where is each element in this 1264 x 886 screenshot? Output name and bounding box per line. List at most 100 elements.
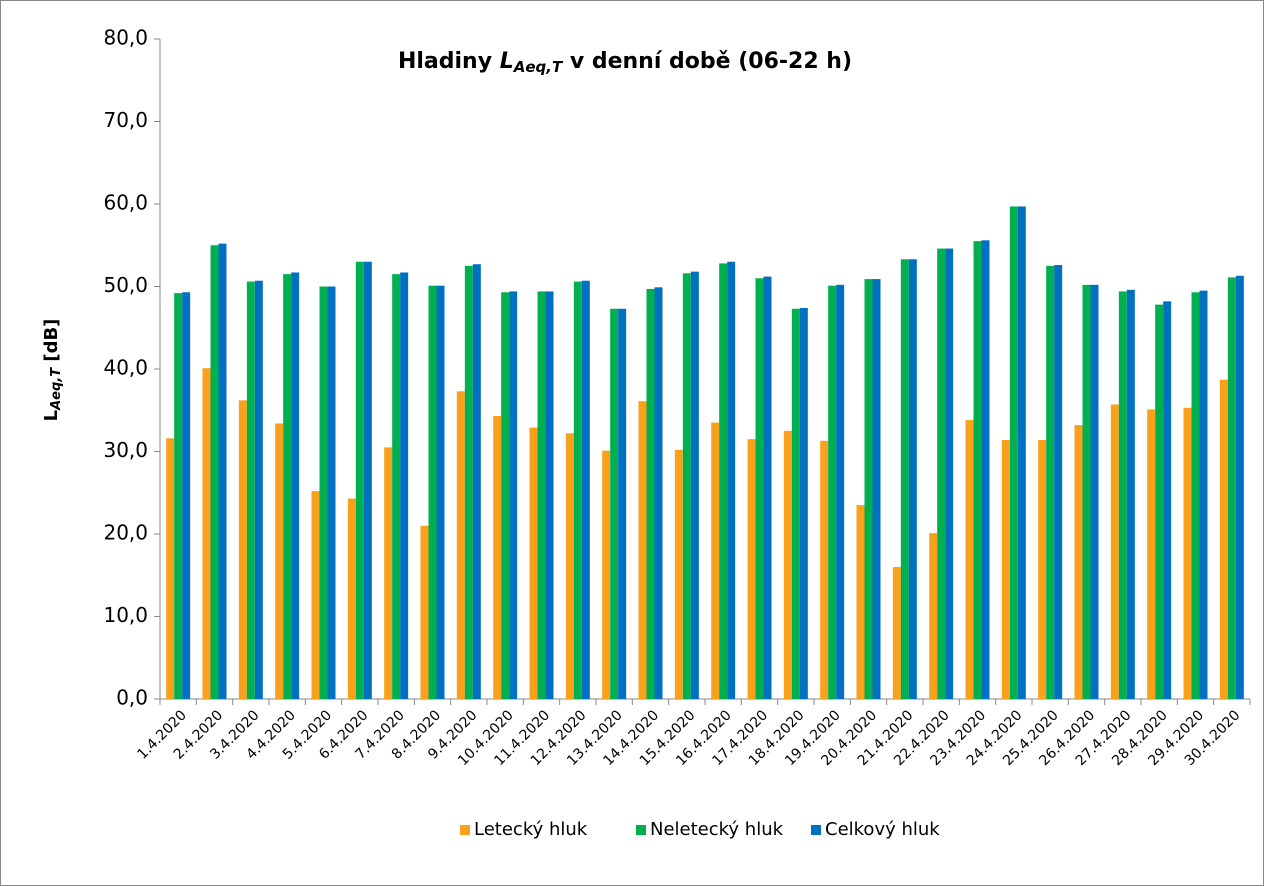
bar — [820, 440, 829, 699]
bar — [1090, 284, 1099, 699]
bar — [1110, 404, 1119, 699]
y-tick-label: 80,0 — [103, 26, 148, 50]
bar — [1001, 439, 1010, 699]
bar — [682, 273, 691, 699]
bar — [674, 449, 683, 699]
bar — [856, 505, 865, 699]
legend-label: Celkový hluk — [825, 819, 940, 840]
y-tick-label: 0,0 — [116, 686, 148, 710]
bar — [791, 308, 800, 699]
bar — [836, 284, 845, 699]
bar — [311, 491, 320, 699]
bar — [464, 265, 473, 699]
bar — [646, 288, 655, 699]
bar — [1219, 379, 1228, 699]
bar — [602, 450, 611, 699]
bar — [727, 261, 736, 699]
bar — [1199, 290, 1208, 699]
bar — [755, 278, 764, 699]
bar — [1009, 206, 1018, 699]
bar — [283, 274, 292, 699]
y-tick-label: 70,0 — [103, 108, 148, 132]
bar — [436, 285, 445, 699]
bar — [545, 291, 554, 699]
bar — [1126, 289, 1135, 699]
bar — [509, 291, 518, 699]
bar — [864, 279, 873, 699]
bar — [400, 272, 409, 699]
bar — [254, 280, 263, 699]
bar — [799, 307, 808, 699]
bar — [363, 261, 372, 699]
title-part: L — [500, 49, 514, 74]
bar — [218, 243, 227, 699]
bar — [945, 248, 954, 700]
legend-swatch — [636, 825, 646, 835]
legend-label: Neletecký hluk — [650, 819, 784, 840]
bar — [202, 368, 211, 699]
bar — [981, 240, 990, 700]
bar — [291, 272, 300, 699]
bar — [392, 274, 401, 699]
y-tick-label: 20,0 — [103, 521, 148, 545]
bar — [711, 422, 720, 699]
bar — [719, 263, 728, 699]
bar — [472, 264, 481, 699]
bar — [763, 276, 772, 699]
chart-title: Hladiny LAeq,T v denní době (06-22 h) — [398, 49, 852, 76]
bar — [1235, 275, 1244, 699]
bar — [347, 498, 356, 699]
bar — [493, 416, 502, 699]
bar — [690, 271, 699, 699]
y-tick-label: 10,0 — [103, 603, 148, 627]
y-tick-label: 50,0 — [103, 273, 148, 297]
bar — [537, 291, 546, 699]
bar — [1038, 439, 1047, 699]
bar — [908, 259, 917, 699]
label-part: Aeq,T — [49, 367, 64, 411]
bar — [1074, 425, 1083, 699]
bar — [355, 261, 364, 699]
title-part: Hladiny — [398, 49, 500, 74]
bar — [384, 447, 393, 699]
bar — [892, 567, 901, 699]
bar — [1147, 409, 1156, 699]
title-part: Aeq,T — [513, 58, 564, 76]
bar — [275, 423, 284, 699]
bar — [501, 292, 510, 699]
bar — [210, 245, 219, 699]
bar — [1046, 265, 1055, 699]
bar — [428, 285, 437, 699]
legend-swatch — [460, 825, 470, 835]
bar — [529, 427, 538, 699]
bar — [456, 391, 465, 699]
bar — [783, 430, 792, 699]
label-part: L — [41, 410, 62, 421]
y-tick-label: 30,0 — [103, 438, 148, 462]
bar — [174, 293, 183, 699]
bar — [610, 308, 619, 699]
title-part: v denní době (06-22 h) — [562, 49, 852, 74]
bar — [747, 439, 756, 699]
bar — [420, 525, 429, 699]
bar — [238, 400, 247, 699]
y-axis-label: LAeq,T [dB] — [41, 319, 64, 422]
bar — [581, 280, 590, 699]
bar — [1163, 301, 1172, 699]
bar — [319, 286, 328, 699]
y-tick-label: 60,0 — [103, 191, 148, 215]
bar — [1082, 284, 1091, 699]
bar — [565, 433, 574, 699]
bar — [618, 308, 627, 699]
bar — [872, 279, 881, 699]
bar — [166, 438, 175, 699]
bar — [1118, 291, 1127, 699]
legend-label: Letecký hluk — [474, 819, 588, 840]
bar — [965, 420, 974, 699]
bar — [182, 292, 191, 699]
bar — [1183, 407, 1192, 699]
bar — [1017, 206, 1026, 699]
bar — [246, 281, 255, 699]
